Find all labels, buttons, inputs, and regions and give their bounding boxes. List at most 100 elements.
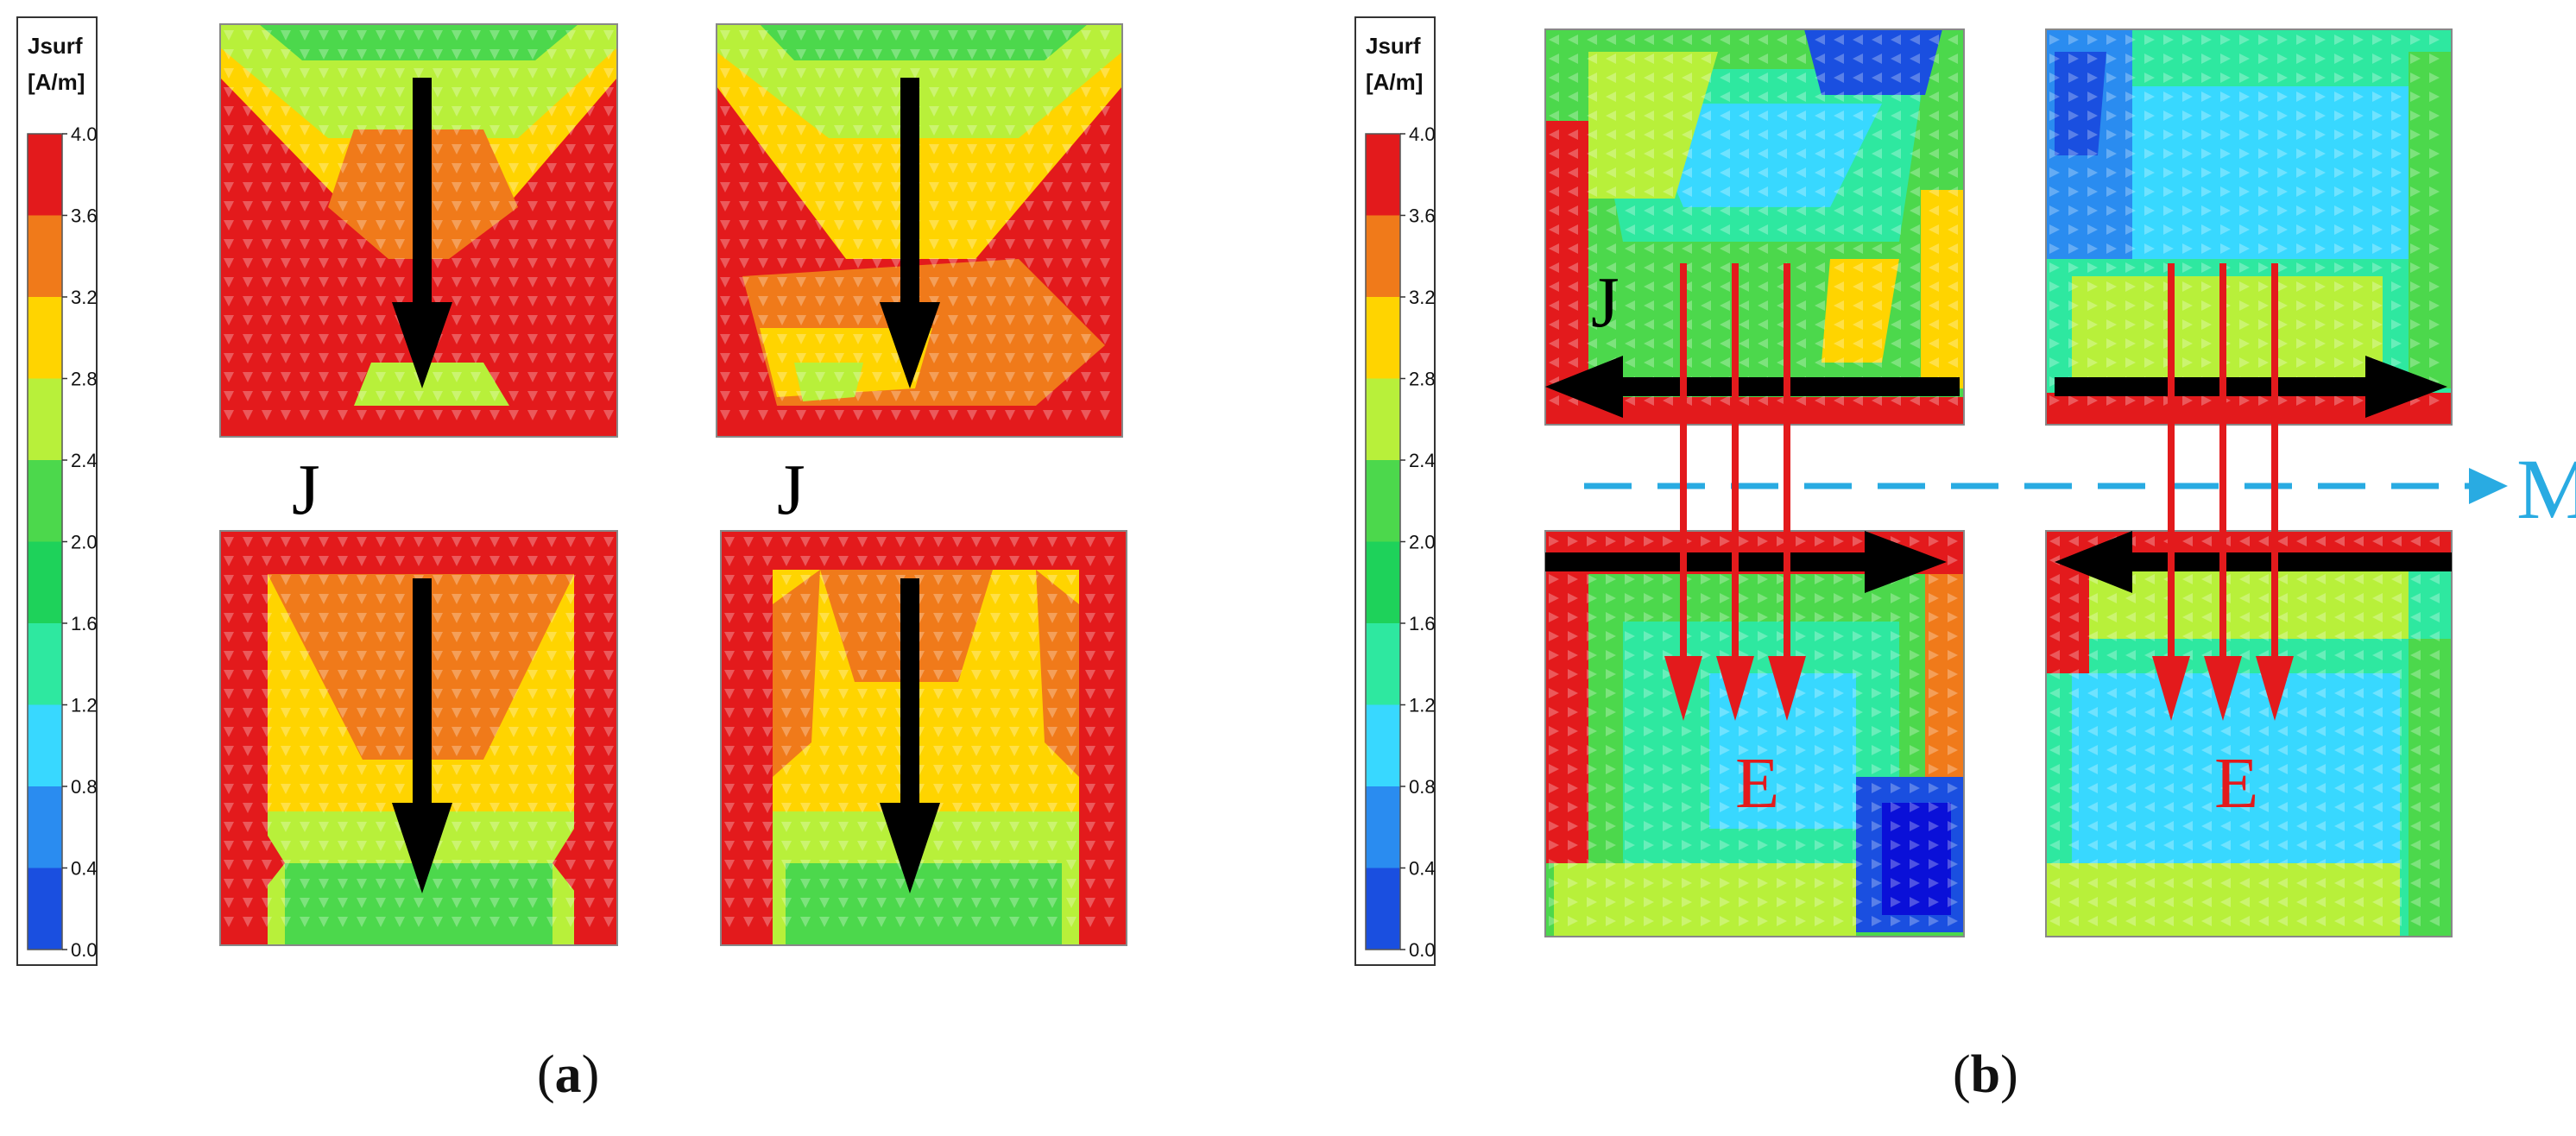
colorbar-b-title: Jsurf — [1366, 33, 1421, 59]
current-arrow-a-tr — [880, 78, 940, 388]
colorbar-band — [28, 215, 62, 298]
e-field-arrow — [1768, 263, 1806, 721]
patch-frame-b-tr — [2045, 28, 2453, 426]
colorbar-band — [28, 704, 62, 787]
colorbar-b-ticks: 4.0 3.6 3.2 2.8 2.4 2.0 1.6 1.2 0.8 0.4 0.0 — [1400, 123, 1436, 961]
colorbar-tick-label: 1.2 — [71, 695, 98, 716]
colorbar-a-ticks: 4.0 3.6 3.2 2.8 2.4 2.0 1.6 1.2 0.8 0.4 0.0 — [62, 123, 98, 961]
panel-b-caption-letter: b — [1970, 1045, 2001, 1104]
colorbar-band — [28, 541, 62, 624]
colorbar-band — [28, 134, 62, 216]
colorbar-band — [28, 786, 62, 868]
colorbar-tick-label: 1.6 — [71, 613, 98, 634]
e-field-arrow-head — [1716, 656, 1754, 721]
colorbar-b: Jsurf [A/m] 4.0 3.6 3.2 2.8 2.4 2.0 1.6 1.2 0.8 0… — [1354, 16, 1436, 966]
colorbar-a-title: Jsurf — [28, 33, 83, 59]
colorbar-band — [1366, 297, 1400, 379]
e-field-arrow-head — [2152, 656, 2190, 721]
colorbar-band — [1366, 868, 1400, 950]
colorbar-band — [1366, 623, 1400, 705]
current-arrow-b-br — [2055, 531, 2452, 593]
e-field-arrow — [1716, 263, 1754, 721]
patch-frame-b-br — [2045, 530, 2453, 937]
colorbar-tick-label: 0.4 — [71, 858, 98, 880]
j-label-a-left: J — [292, 450, 320, 530]
current-arrow-a-tl — [392, 78, 452, 388]
colorbar-tick-label: 2.4 — [71, 450, 98, 471]
colorbar-tick-label: 0.0 — [1409, 939, 1436, 961]
panel-a-field-bl — [220, 531, 617, 945]
colorbar-band — [1366, 134, 1400, 216]
colorbar-tick-label: 0.0 — [71, 939, 98, 961]
colorbar-tick-label: 3.2 — [1409, 287, 1436, 308]
current-arrow-a-bl — [392, 578, 452, 893]
current-arrow-b-tr — [2055, 356, 2447, 418]
colorbar-tick-label: 0.8 — [1409, 776, 1436, 798]
m-label: M — [2516, 441, 2576, 537]
colorbar-a-bands — [27, 133, 63, 950]
colorbar-band — [1366, 460, 1400, 542]
colorbar-b-unit: [A/m] — [1366, 69, 1423, 95]
colorbar-tick-label: 2.0 — [71, 532, 98, 553]
panel-b-field-br — [2046, 531, 2452, 937]
e-field-arrow-shaft — [2271, 263, 2278, 660]
colorbar-tick-label: 1.6 — [1409, 613, 1436, 634]
panel-a-caption: (a) — [537, 1044, 599, 1106]
panel-b-caption: (b) — [1953, 1044, 2018, 1106]
e-field-arrow-shaft — [2168, 263, 2175, 660]
patch-frame-a-tl — [219, 23, 618, 438]
electric-field-arrows — [1664, 263, 2294, 721]
colorbar-tick-label: 2.4 — [1409, 450, 1436, 471]
e-field-arrow — [2256, 263, 2294, 721]
e-field-arrow-shaft — [1680, 263, 1687, 660]
colorbar-a: Jsurf [A/m] 4.0 3.6 3.2 2.8 2.4 2.0 1.6 1.2 0.8 0… — [16, 16, 98, 966]
colorbar-band — [1366, 704, 1400, 787]
e-field-arrow-shaft — [2219, 263, 2226, 660]
panel-a-caption-close: ) — [581, 1045, 600, 1104]
colorbar-band — [28, 460, 62, 542]
colorbar-band — [1366, 786, 1400, 868]
panel-a-caption-letter: a — [554, 1045, 582, 1104]
panel-b-caption-close: ) — [2000, 1045, 2018, 1104]
colorbar-band — [28, 297, 62, 379]
current-arrow-a-br — [880, 578, 940, 893]
colorbar-band — [28, 623, 62, 705]
colorbar-tick-label: 3.6 — [1409, 205, 1436, 227]
e-field-arrow-shaft — [1784, 263, 1790, 660]
current-arrow-b-bl — [1545, 531, 1947, 593]
colorbar-tick-label: 0.8 — [71, 776, 98, 798]
patch-frame-b-bl — [1544, 530, 1965, 937]
patch-frame-b-tl — [1544, 28, 1965, 426]
e-field-arrow-head — [1664, 656, 1702, 721]
e-field-arrow-head — [2256, 656, 2294, 721]
e-label-right: E — [2214, 743, 2258, 824]
colorbar-tick-label: 2.0 — [1409, 532, 1436, 553]
panel-a-field-br — [721, 531, 1127, 945]
patch-frames — [219, 23, 2453, 946]
colorbar-tick-label: 3.2 — [71, 287, 98, 308]
colorbar-tick-label: 2.8 — [71, 369, 98, 390]
panel-a-caption-open: ( — [537, 1045, 555, 1104]
colorbar-tick-label: 1.2 — [1409, 695, 1436, 716]
colorbar-a-unit: [A/m] — [28, 69, 85, 95]
e-field-arrow-head — [1768, 656, 1806, 721]
colorbar-tick-label: 3.6 — [71, 205, 98, 227]
colorbar-band — [1366, 541, 1400, 624]
colorbar-b-bands — [1365, 133, 1401, 950]
colorbar-band — [1366, 378, 1400, 461]
colorbar-tick-label: 4.0 — [71, 123, 98, 145]
colorbar-tick-label: 2.8 — [1409, 369, 1436, 390]
colorbar-band — [28, 378, 62, 461]
e-field-arrow — [1664, 263, 1702, 721]
e-label-left: E — [1735, 743, 1779, 824]
patch-frame-a-bl — [219, 530, 618, 946]
patch-frame-a-br — [720, 530, 1127, 946]
panel-b-caption-open: ( — [1953, 1045, 1971, 1104]
e-field-arrow-head — [2204, 656, 2242, 721]
j-label-a-right: J — [777, 450, 805, 530]
e-field-arrow-shaft — [1732, 263, 1739, 660]
e-field-arrow — [2204, 263, 2242, 721]
colorbar-band — [28, 868, 62, 950]
panel-b-field-tr — [2046, 29, 2452, 425]
